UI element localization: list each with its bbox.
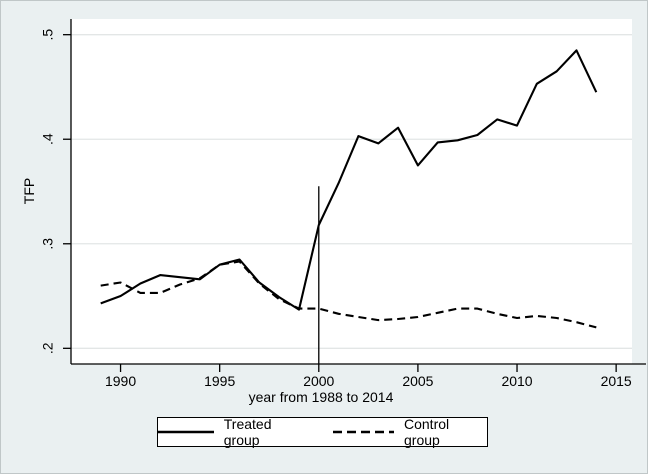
- legend-label-treated: Treated group: [223, 416, 272, 448]
- control-line-sample-icon: [333, 430, 394, 434]
- legend-item-control: Control group: [333, 416, 487, 448]
- legend: Treated group Control group: [157, 416, 488, 448]
- x-tick-label: 1995: [204, 373, 235, 389]
- series-line-treated: [100, 49, 598, 311]
- y-axis-title: TFP: [9, 161, 49, 221]
- legend-label-control: Control group: [404, 416, 450, 448]
- x-tick-label: 2005: [402, 373, 433, 389]
- y-axis-title-text: TFP: [20, 177, 37, 205]
- series-line-control: [100, 260, 597, 329]
- x-tick-label: 2000: [303, 373, 334, 389]
- x-tick-label: 1990: [105, 373, 136, 389]
- legend-item-treated: Treated group: [158, 416, 309, 448]
- y-tick-label: .2: [40, 342, 56, 354]
- x-tick-label: 2010: [501, 373, 532, 389]
- y-tick-label: .4: [40, 133, 56, 145]
- x-tick-label: 2015: [601, 373, 632, 389]
- plot-area: [71, 19, 632, 364]
- y-tick-label: .3: [40, 238, 56, 250]
- y-tick-label: .5: [40, 29, 56, 41]
- x-axis-title: year from 1988 to 2014: [248, 389, 394, 405]
- treated-line-sample-icon: [158, 430, 214, 434]
